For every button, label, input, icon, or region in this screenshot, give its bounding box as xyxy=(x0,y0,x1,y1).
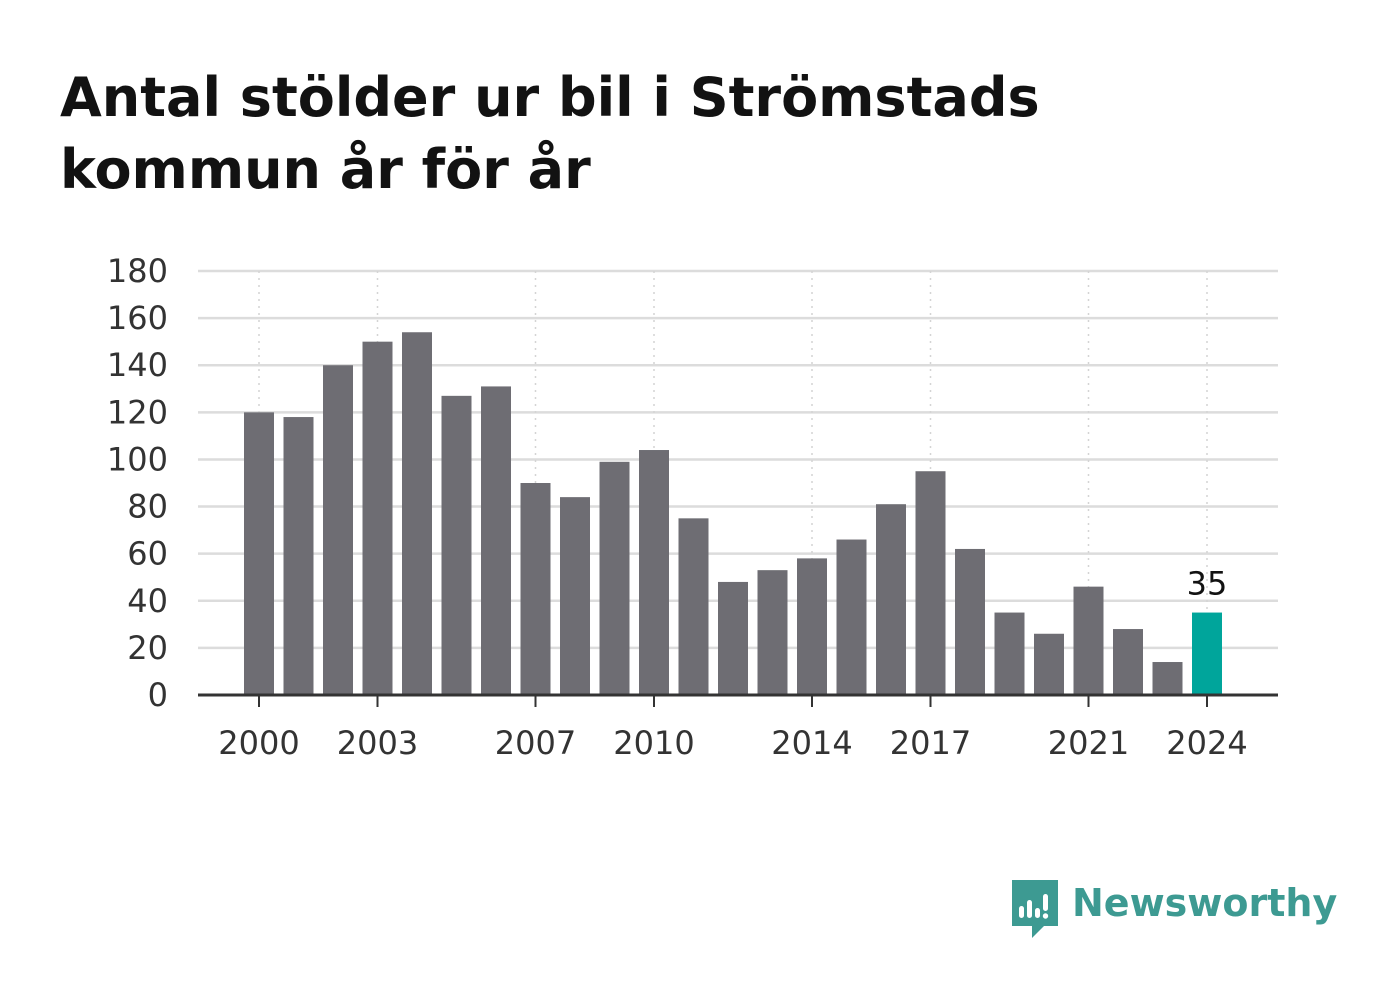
data-label: 35 xyxy=(1187,565,1228,603)
y-tick-label: 140 xyxy=(107,346,168,384)
y-tick-label: 160 xyxy=(107,299,168,337)
bar[interactable] xyxy=(757,570,788,695)
x-tick-label: 2010 xyxy=(613,724,694,762)
x-tick-label: 2003 xyxy=(337,724,418,762)
brand-name: Newsworthy xyxy=(1072,881,1338,925)
bar[interactable] xyxy=(560,497,590,695)
bar[interactable] xyxy=(520,483,551,695)
bar[interactable] xyxy=(1113,629,1143,695)
y-tick-label: 0 xyxy=(148,676,168,714)
bars xyxy=(244,332,1222,695)
labels: 0 20 40 60 80 100 120 140 160 180 2000 2003 2007 2010… xyxy=(107,252,1248,762)
chart-title: Antal stölder ur bil i Strömstads kommun… xyxy=(60,66,1040,201)
bar[interactable] xyxy=(362,341,393,695)
bar[interactable] xyxy=(915,471,946,695)
y-tick-label: 100 xyxy=(107,440,168,478)
y-tick-label: 120 xyxy=(107,393,168,431)
x-tick-label: 2024 xyxy=(1166,724,1247,762)
x-axis xyxy=(198,693,1278,707)
bar[interactable] xyxy=(718,581,748,695)
bar[interactable] xyxy=(1034,633,1064,695)
bar[interactable] xyxy=(283,417,314,695)
bar[interactable] xyxy=(797,558,827,695)
bar[interactable] xyxy=(639,450,669,695)
bar[interactable] xyxy=(481,386,511,695)
x-tick-label: 2007 xyxy=(495,724,576,762)
y-tick-label: 80 xyxy=(127,488,168,526)
bar[interactable] xyxy=(402,332,432,695)
bar[interactable] xyxy=(876,504,906,695)
bar[interactable] xyxy=(323,365,353,695)
x-tick-label: 2000 xyxy=(218,724,299,762)
bar[interactable] xyxy=(994,612,1025,695)
y-tick-label: 60 xyxy=(127,535,168,573)
bar[interactable] xyxy=(955,548,985,695)
bar[interactable] xyxy=(599,461,630,695)
newsworthy-logo-icon xyxy=(1012,880,1058,938)
x-tick-label: 2021 xyxy=(1048,724,1129,762)
y-tick-label: 40 xyxy=(127,582,168,620)
bar[interactable] xyxy=(441,395,472,695)
bar[interactable] xyxy=(1152,662,1183,695)
bar[interactable] xyxy=(836,539,867,695)
bar[interactable] xyxy=(244,412,274,695)
bar[interactable] xyxy=(678,518,709,695)
bar[interactable] xyxy=(1073,586,1104,695)
newsworthy-logo[interactable]: Newsworthy xyxy=(1010,878,1337,942)
x-tick-label: 2014 xyxy=(771,724,852,762)
y-tick-label: 180 xyxy=(107,252,168,290)
x-tick-label: 2017 xyxy=(890,724,971,762)
y-tick-label: 20 xyxy=(127,629,168,667)
bar-highlight[interactable] xyxy=(1192,612,1222,695)
